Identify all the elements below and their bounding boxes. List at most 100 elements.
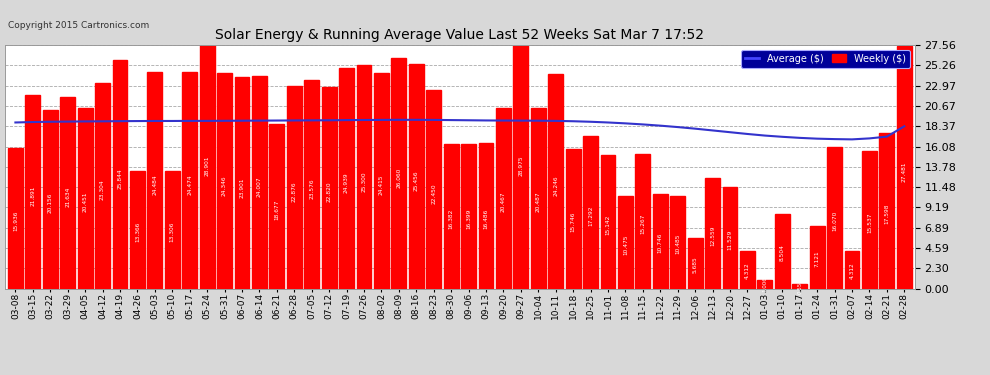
Text: 10.475: 10.475 [623,234,628,255]
Bar [897,46,912,289]
Bar [374,73,389,289]
Bar [340,68,354,289]
Text: 16.382: 16.382 [448,209,453,230]
Bar [200,33,215,289]
Text: 15.746: 15.746 [570,212,575,232]
Text: 28.901: 28.901 [205,156,210,176]
Bar [478,143,493,289]
Bar [723,187,738,289]
Bar [652,194,667,289]
Text: 21.891: 21.891 [31,186,36,206]
Text: 24.346: 24.346 [222,175,227,196]
Text: 16.486: 16.486 [483,209,488,229]
Text: 18.677: 18.677 [274,199,279,220]
Text: 15.936: 15.936 [13,211,18,231]
Bar [60,98,75,289]
Text: 20.487: 20.487 [536,192,541,212]
Text: 15.142: 15.142 [606,214,611,235]
Bar [862,152,877,289]
Bar [356,65,371,289]
Bar [304,80,319,289]
Text: 23.304: 23.304 [100,180,105,200]
Bar [287,86,302,289]
Text: 27.481: 27.481 [902,162,907,182]
Text: 1.006: 1.006 [762,276,767,292]
Bar [670,196,685,289]
Bar [269,124,284,289]
Text: 17.292: 17.292 [588,205,593,226]
Bar [688,238,703,289]
Bar [775,213,790,289]
Text: 15.537: 15.537 [867,213,872,233]
Bar [705,178,720,289]
Text: 13.366: 13.366 [135,222,140,242]
Text: 25.844: 25.844 [118,169,123,189]
Bar [601,155,616,289]
Bar [565,150,580,289]
Text: 22.450: 22.450 [432,183,437,204]
Text: 10.485: 10.485 [675,234,680,255]
Text: 0.554: 0.554 [797,278,802,294]
Bar [130,171,145,289]
Text: 13.306: 13.306 [169,222,175,243]
Text: 12.559: 12.559 [710,225,715,246]
Text: Copyright 2015 Cartronics.com: Copyright 2015 Cartronics.com [8,21,149,30]
Bar [496,108,511,289]
Bar [514,33,529,289]
Bar [879,133,894,289]
Bar [844,251,859,289]
Bar [322,87,337,289]
Text: 10.746: 10.746 [657,233,662,254]
Text: 20.156: 20.156 [48,193,52,213]
Text: 16.070: 16.070 [832,210,838,231]
Bar [8,148,23,289]
Bar [78,108,92,289]
Bar [792,284,807,289]
Bar [583,136,598,289]
Text: 24.415: 24.415 [379,175,384,195]
Bar [217,74,232,289]
Bar [461,144,476,289]
Text: 24.484: 24.484 [152,174,157,195]
Text: 22.876: 22.876 [292,182,297,202]
Bar [810,226,825,289]
Legend: Average ($), Weekly ($): Average ($), Weekly ($) [741,50,910,68]
Text: 11.529: 11.529 [728,230,733,250]
Text: 24.939: 24.939 [345,172,349,193]
Text: 23.576: 23.576 [309,178,314,199]
Text: 4.312: 4.312 [744,262,750,279]
Text: 25.456: 25.456 [414,170,419,191]
Bar [548,74,563,289]
Bar [95,82,110,289]
Bar [409,64,424,289]
Text: 4.312: 4.312 [849,262,854,279]
Bar [182,72,197,289]
Bar [531,108,545,289]
Bar [444,144,458,289]
Text: 26.060: 26.060 [396,168,401,188]
Text: 5.685: 5.685 [693,256,698,273]
Text: 15.267: 15.267 [641,214,645,234]
Bar [26,95,41,289]
Bar [427,90,442,289]
Bar [235,77,249,289]
Text: 28.975: 28.975 [519,155,524,176]
Bar [618,196,633,289]
Bar [148,72,162,289]
Bar [165,171,179,289]
Text: 22.820: 22.820 [327,182,332,202]
Bar [113,60,128,289]
Text: 17.598: 17.598 [884,204,889,224]
Bar [828,147,842,289]
Text: 21.634: 21.634 [65,187,70,207]
Text: 20.451: 20.451 [82,192,88,212]
Text: 7.121: 7.121 [815,250,820,267]
Text: 25.300: 25.300 [361,171,366,192]
Bar [741,251,754,289]
Text: 24.007: 24.007 [257,177,262,197]
Text: 24.474: 24.474 [187,174,192,195]
Bar [636,154,650,289]
Text: 20.467: 20.467 [501,192,506,212]
Bar [252,76,267,289]
Text: 24.246: 24.246 [553,176,558,196]
